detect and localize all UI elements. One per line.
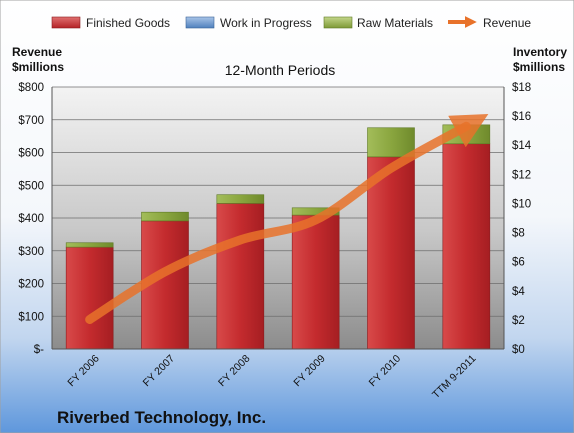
right-tick-label: $4 [512,286,525,298]
left-tick-label: $400 [18,213,44,225]
bar-finished-goods [442,143,491,350]
left-tick-label: $100 [18,311,44,323]
legend-swatch-work-in-progress [185,16,215,29]
bar-raw-materials [216,194,265,204]
bar-finished-goods [367,156,415,350]
right-tick-label: $18 [512,82,531,94]
right-tick-label: $10 [512,198,531,210]
bar-raw-materials [65,242,114,248]
bars [65,124,491,350]
legend-label-raw-materials: Raw Materials [357,16,433,30]
company-name: Riverbed Technology, Inc. [57,408,266,427]
bar-finished-goods [291,214,340,350]
right-tick-label: $12 [512,169,531,181]
left-tick-label: $700 [18,115,44,127]
right-tick-label: $2 [512,315,525,327]
revenue-point [391,168,392,169]
legend-label-revenue: Revenue [483,16,531,30]
left-tick-label: $- [34,344,44,356]
left-tick-label: $200 [18,279,44,291]
bar-finished-goods [216,203,265,350]
legend-label-work-in-progress: Work in Progress [220,16,312,30]
legend-item-work-in-progress: Work in Progress [185,16,312,30]
right-tick-label: $8 [512,228,525,240]
revenue-point [315,219,316,220]
revenue-line [85,114,489,325]
grid-lines [52,86,504,317]
legend-swatch-finished-goods [51,16,81,29]
revenue-line-layer [85,114,489,325]
left-tick-label: $600 [18,148,44,160]
bar-raw-materials [367,127,415,158]
chart-subtitle: 12-Month Periods [225,62,336,78]
right-tick-label: $14 [512,140,532,152]
legend-label-finished-goods: Finished Goods [86,16,170,30]
right-tick-label: $0 [512,344,525,356]
legend-swatch-raw-materials [323,16,353,29]
left-tick-label: $500 [18,180,44,192]
revenue-point [165,271,166,272]
left-tick-label: $300 [18,246,44,258]
right-tick-label: $6 [512,257,525,269]
legend-item-raw-materials: Raw Materials [323,16,433,30]
legend: Finished Goods Work in Progress Raw Mate… [51,16,531,30]
revenue-point [240,239,241,240]
right-axis-title-line2: $millions [513,60,565,74]
legend-item-revenue: Revenue [448,16,531,30]
legend-item-finished-goods: Finished Goods [51,16,170,30]
right-axis-title-line1: Inventory [513,45,567,59]
bar-finished-goods [65,246,114,350]
revenue-point [466,126,467,127]
left-axis-title-line1: Revenue [12,45,62,59]
left-tick-label: $800 [18,82,44,94]
revenue-point [89,319,90,320]
right-tick-label: $16 [512,111,531,123]
bar-raw-materials [141,211,189,222]
left-axis-title-line2: $millions [12,60,64,74]
